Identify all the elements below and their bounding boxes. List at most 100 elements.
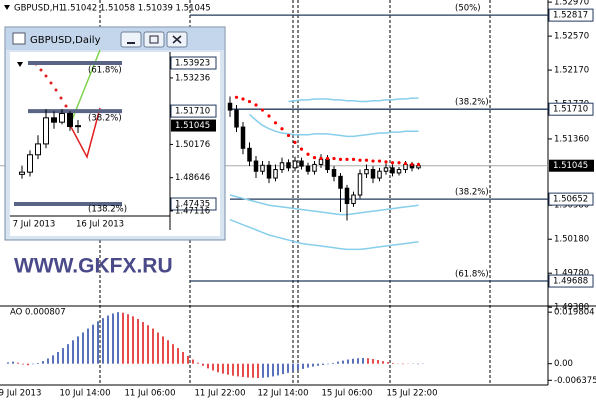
last-price-label: 1.51045 [175,121,210,131]
candle-body [318,158,324,165]
sar-dot [286,133,291,138]
candle-body [260,164,265,172]
candle-body [227,102,233,111]
restore-button[interactable] [143,31,165,48]
candle-body [273,169,278,179]
level-label: 1.51710 [175,107,210,117]
menu-icon [4,5,10,10]
fib-name: (61.8%) [455,270,489,280]
candle-body [234,109,239,128]
chart-title: GBPUSD,H1 [14,4,64,14]
candle-body [351,194,356,205]
ohlc: 1.51042 1.51058 1.51039 1.51045 [62,4,211,14]
level-box [548,102,594,116]
candle-body [390,167,395,174]
level-label: 1.53923 [175,58,210,68]
sar-dot [247,99,252,104]
candle-body [403,163,408,171]
y-tick-label: 1.47116 [175,206,210,216]
sar-dot [234,95,239,99]
x-tick-label: 15 Jul 06:00 [322,389,373,399]
sar-dot [299,147,304,151]
x-tick-label: 7 Jul 2013 [13,220,56,230]
candle-body [383,167,389,172]
window-title: GBPUSD,Daily [30,35,101,46]
candle-body [27,154,33,173]
candle-body [279,162,285,171]
fib-name: (38.2%) [88,114,122,124]
last-price-box [171,119,216,132]
fib-name: (61.8%) [88,65,122,75]
x-tick-label: 11 Jul 06:00 [125,389,176,399]
x-tick-label: 11 Jul 22:00 [195,389,246,399]
daily-window: GBPUSD,Daily (61.8%) 1.53923 (38.2%) 1.5171… [4,26,226,241]
candle-body [240,126,246,149]
fib-name: (38.2%) [455,188,489,198]
window-icon [12,32,26,45]
band-line [288,97,419,103]
sar-dot [403,161,408,166]
candle-body [331,169,337,177]
sar-dot [293,140,297,144]
y-tick-label: 1.52170 [554,66,589,76]
window-menu-icon [17,62,23,67]
candle-body [292,160,298,169]
candle-body [35,143,41,156]
y-tick-label: 1.52570 [554,32,589,42]
sar-dot [267,114,271,118]
candle-body [51,117,57,123]
watermark: WWW.GKFX.RU [14,255,173,278]
band-line [248,113,419,138]
candle-body [338,175,343,189]
y-tick-label: 1.48646 [175,173,210,183]
sar-dot [254,103,258,107]
y-tick-label: 1.53236 [175,73,210,83]
y-tick-label: 1.50176 [175,140,210,150]
sar-dot [241,97,245,101]
sar-dot [384,160,388,164]
y-tick-label: 1.49780 [554,269,589,279]
last-price-label: 1.51045 [553,161,588,171]
sar-dot [358,158,362,162]
sar-dot [351,157,356,161]
sar-dot [306,152,310,156]
band-line [229,194,419,216]
sar-dot [332,156,336,161]
sar-dot [325,156,330,161]
ao-title: AO 0.000807 [10,308,66,318]
y-tick-label: -0.006375 [554,376,596,386]
level-label: 1.51710 [553,105,588,115]
candle-body [305,165,311,172]
candle-body [364,169,369,175]
level-box [170,56,217,70]
candle-body [247,147,252,162]
zigzag-red [69,107,101,160]
x-tick-label: 10 Jul 14:00 [60,389,111,399]
sar-dot [377,159,382,163]
candle-body [396,169,402,174]
x-tick-label: 16 Jul 2013 [76,220,124,230]
candle-body [67,112,73,128]
sar-dot [371,159,375,163]
candle-body [312,163,317,172]
y-tick-label: 0.00 [554,359,573,369]
x-tick-label: 15 Jul 22:00 [387,389,438,399]
y-tick-label: 1.50180 [554,235,589,245]
level-label: 1.47435 [175,200,210,210]
level-label: 1.49688 [553,277,588,287]
x-tick-label: 9 Jul 2013 [0,389,41,399]
candle-body [325,158,330,171]
fib-name: (138.2%) [88,205,127,215]
sar-dot [410,162,414,167]
sar-dot [273,121,278,125]
candle-body [19,171,25,175]
fib-name: (38.2%) [455,98,489,108]
candle-body [59,112,65,123]
candle-body [43,117,49,145]
candle-body [266,164,272,179]
minimize-button[interactable] [120,31,142,48]
sar-dot [338,157,343,161]
sar-dot [280,127,284,131]
y-tick-label: 1.51360 [554,134,589,144]
level-box [548,192,594,206]
